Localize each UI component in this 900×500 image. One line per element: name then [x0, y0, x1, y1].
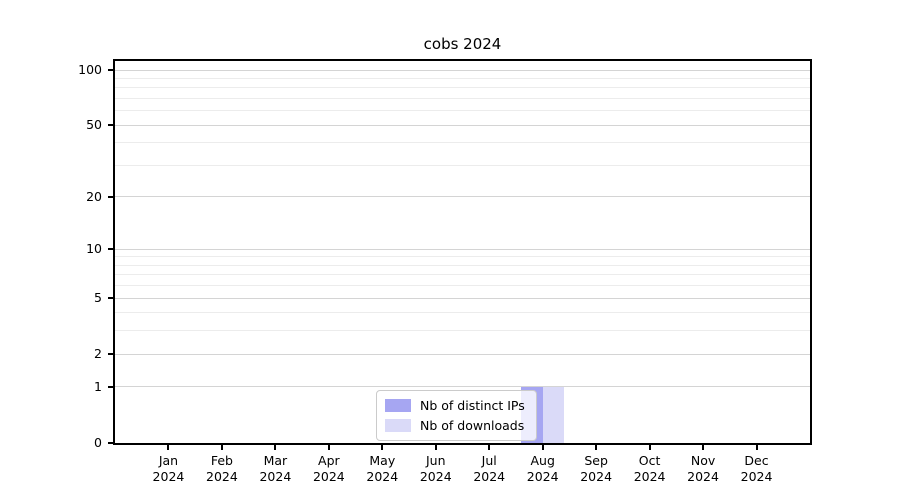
x-tick [541, 445, 544, 450]
legend-label-distinct-ips: Nb of distinct IPs [420, 398, 525, 413]
x-tick-label: Mar 2024 [259, 453, 292, 484]
gridline [115, 124, 810, 126]
gridline [115, 285, 810, 287]
gridline [115, 248, 810, 250]
plot-area [113, 59, 812, 445]
x-tick [381, 445, 384, 450]
gridline [115, 165, 810, 166]
x-tick-label: Jan 2024 [152, 453, 185, 484]
y-tick-label: 0 [94, 435, 102, 450]
x-tick [434, 445, 437, 450]
gridline [115, 274, 810, 276]
gridline [115, 256, 810, 258]
x-tick-label: Jun 2024 [419, 453, 452, 484]
y-tick [108, 353, 113, 356]
gridline [115, 330, 810, 332]
x-tick-label: Jul 2024 [473, 453, 506, 484]
chart-title: cobs 2024 [423, 35, 502, 53]
x-tick [274, 445, 277, 450]
x-tick-label: Oct 2024 [633, 453, 666, 484]
bars-layer [115, 61, 810, 443]
x-tick-label: May 2024 [366, 453, 399, 484]
y-tick [108, 385, 113, 388]
y-tick [108, 124, 113, 127]
x-tick-label: Feb 2024 [206, 453, 238, 484]
legend-swatch-downloads [385, 419, 411, 432]
x-tick-label: Aug 2024 [526, 453, 559, 484]
gridline [115, 77, 810, 79]
gridline [115, 297, 810, 299]
y-tick [108, 195, 113, 198]
x-tick [648, 445, 651, 450]
x-tick [167, 445, 170, 450]
gridline [115, 386, 810, 388]
gridlines-layer [115, 61, 810, 443]
gridline [115, 142, 810, 144]
legend-item-downloads: Nb of downloads [385, 418, 525, 433]
gridline [115, 264, 810, 266]
x-tick [488, 445, 491, 450]
x-tick-label: Nov 2024 [687, 453, 719, 484]
y-tick-label: 2 [94, 346, 102, 362]
gridline [115, 98, 810, 100]
x-tick [220, 445, 223, 450]
legend-label-downloads: Nb of downloads [420, 418, 525, 433]
gridline [115, 69, 810, 71]
y-tick-label: 5 [94, 290, 102, 306]
legend-item-distinct-ips: Nb of distinct IPs [385, 398, 525, 413]
y-tick [108, 442, 113, 444]
bar-series-1 [542, 386, 565, 443]
legend-swatch-distinct-ips [385, 399, 411, 412]
x-tick [755, 445, 758, 450]
y-tick-label: 50 [86, 117, 102, 133]
y-tick-label: 1 [94, 378, 102, 394]
x-tick-label: Dec 2024 [740, 453, 773, 484]
gridline [115, 110, 810, 112]
gridline [115, 87, 810, 89]
x-tick [595, 445, 598, 450]
y-tick-label: 20 [86, 188, 102, 204]
y-tick-label: 10 [86, 241, 102, 257]
gridline [115, 312, 810, 314]
x-tick [327, 445, 330, 450]
x-tick-label: Apr 2024 [312, 453, 345, 484]
x-tick-label: Sep 2024 [580, 453, 613, 484]
gridline [115, 353, 810, 355]
y-tick [108, 297, 113, 300]
x-tick [702, 445, 705, 450]
y-tick [108, 248, 113, 251]
gridline [115, 196, 810, 198]
y-tick-label: 100 [78, 62, 102, 78]
legend: Nb of distinct IPs Nb of downloads [376, 390, 537, 441]
y-tick [108, 69, 113, 72]
